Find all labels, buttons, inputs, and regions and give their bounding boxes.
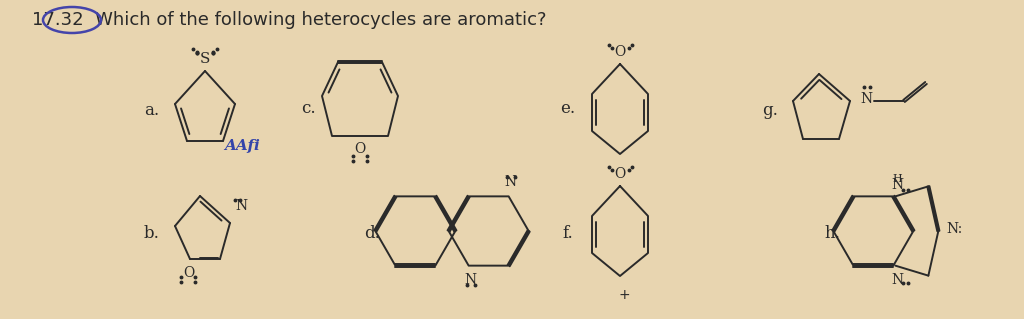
Text: e.: e.	[560, 100, 575, 117]
Text: h.: h.	[824, 226, 840, 242]
Text: S: S	[200, 52, 210, 66]
Text: b.: b.	[144, 226, 160, 242]
Text: H: H	[893, 174, 902, 184]
Text: N: N	[465, 273, 477, 287]
Text: g.: g.	[762, 102, 778, 120]
Text: N: N	[860, 92, 872, 106]
Text: O: O	[614, 45, 626, 59]
Text: O: O	[354, 142, 366, 156]
Text: AAfi: AAfi	[224, 139, 260, 153]
Text: O: O	[183, 266, 195, 280]
Text: O: O	[614, 167, 626, 181]
Text: N: N	[891, 273, 903, 287]
Text: a.: a.	[144, 102, 160, 120]
Text: 17.32  Which of the following heterocycles are aromatic?: 17.32 Which of the following heterocycle…	[32, 11, 547, 29]
Text: +: +	[618, 288, 630, 302]
Text: N: N	[505, 175, 517, 189]
Text: d.: d.	[365, 226, 380, 242]
Text: N: N	[234, 199, 247, 213]
Text: N: N	[891, 178, 903, 192]
Text: N:: N:	[946, 222, 963, 236]
Text: f.: f.	[562, 226, 573, 242]
Text: c.: c.	[301, 100, 315, 117]
